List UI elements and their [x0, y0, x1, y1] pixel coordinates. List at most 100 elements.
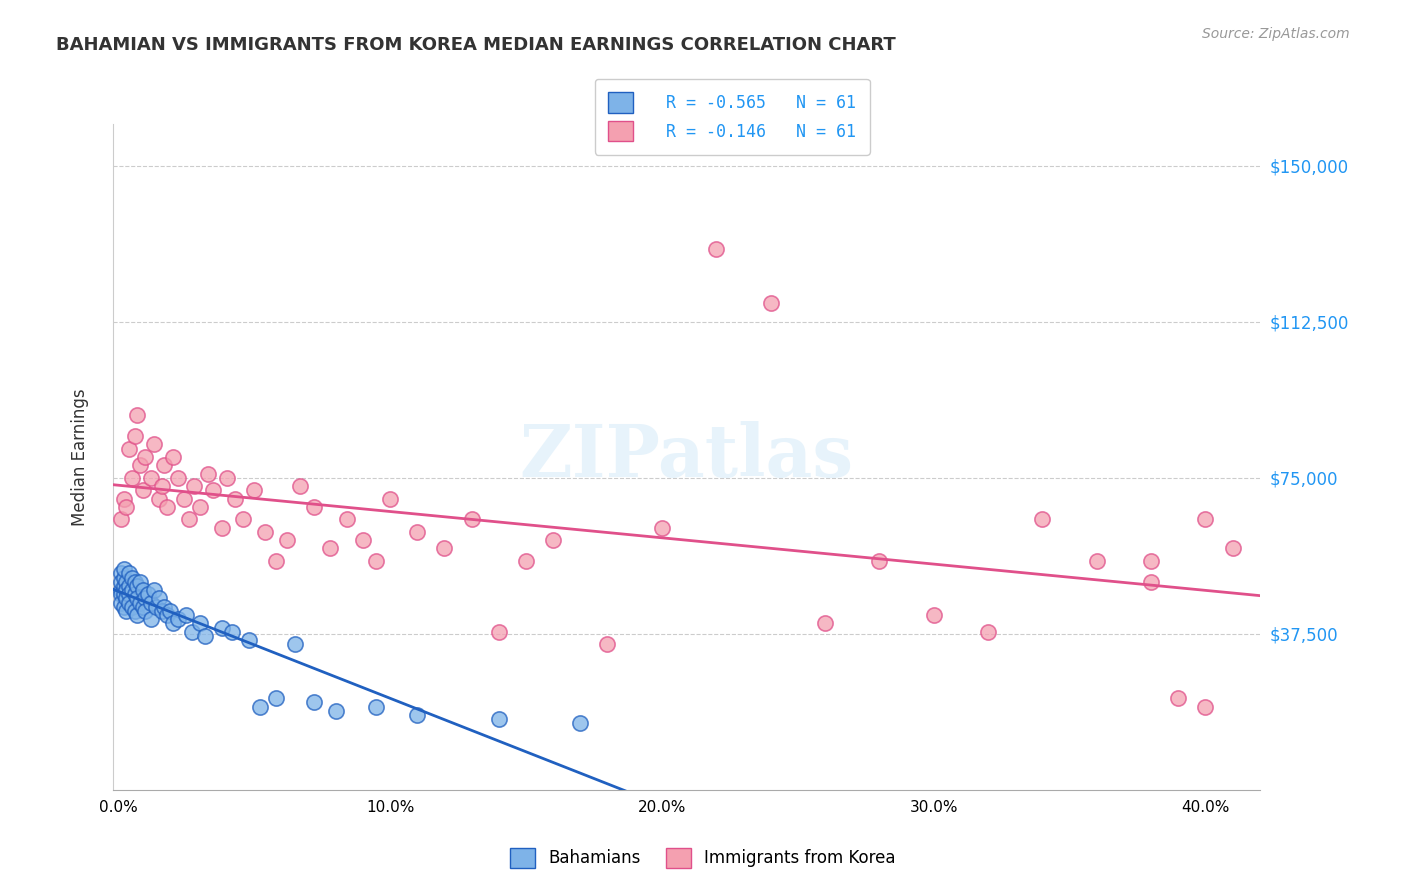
Point	[1222, 541, 1244, 556]
Point	[156, 500, 179, 514]
Point	[139, 612, 162, 626]
Point	[194, 629, 217, 643]
Point	[124, 574, 146, 589]
Point	[302, 500, 325, 514]
Point	[177, 512, 200, 526]
Point	[197, 467, 219, 481]
Point	[406, 524, 429, 539]
Point	[188, 616, 211, 631]
Point	[264, 554, 287, 568]
Point	[110, 566, 132, 581]
Point	[211, 621, 233, 635]
Point	[335, 512, 357, 526]
Point	[121, 599, 143, 614]
Point	[110, 512, 132, 526]
Point	[162, 616, 184, 631]
Point	[124, 587, 146, 601]
Point	[249, 699, 271, 714]
Point	[167, 612, 190, 626]
Point	[112, 599, 135, 614]
Point	[134, 604, 156, 618]
Y-axis label: Median Earnings: Median Earnings	[72, 388, 89, 525]
Point	[977, 624, 1000, 639]
Point	[1167, 691, 1189, 706]
Point	[127, 608, 149, 623]
Point	[224, 491, 246, 506]
Point	[118, 587, 141, 601]
Point	[112, 571, 135, 585]
Point	[180, 624, 202, 639]
Point	[366, 554, 388, 568]
Point	[215, 471, 238, 485]
Point	[127, 409, 149, 423]
Point	[145, 599, 167, 614]
Point	[153, 458, 176, 473]
Text: ZIPatlas: ZIPatlas	[519, 421, 853, 492]
Point	[150, 479, 173, 493]
Point	[110, 587, 132, 601]
Point	[264, 691, 287, 706]
Point	[139, 596, 162, 610]
Point	[121, 583, 143, 598]
Point	[290, 479, 312, 493]
Point	[110, 596, 132, 610]
Point	[148, 591, 170, 606]
Point	[202, 483, 225, 498]
Point	[150, 604, 173, 618]
Point	[488, 712, 510, 726]
Point	[118, 442, 141, 456]
Point	[174, 608, 197, 623]
Point	[868, 554, 890, 568]
Point	[134, 450, 156, 464]
Point	[110, 583, 132, 598]
Legend:   R = -0.565   N = 61,   R = -0.146   N = 61: R = -0.565 N = 61, R = -0.146 N = 61	[595, 79, 870, 155]
Point	[112, 491, 135, 506]
Point	[132, 583, 155, 598]
Point	[118, 596, 141, 610]
Point	[1194, 512, 1216, 526]
Point	[129, 596, 152, 610]
Point	[115, 583, 138, 598]
Point	[254, 524, 277, 539]
Point	[127, 579, 149, 593]
Point	[162, 450, 184, 464]
Point	[460, 512, 482, 526]
Point	[325, 704, 347, 718]
Point	[352, 533, 374, 548]
Point	[121, 571, 143, 585]
Point	[115, 604, 138, 618]
Point	[124, 604, 146, 618]
Point	[139, 471, 162, 485]
Point	[488, 624, 510, 639]
Point	[1140, 574, 1163, 589]
Point	[132, 483, 155, 498]
Point	[110, 574, 132, 589]
Point	[814, 616, 837, 631]
Point	[284, 637, 307, 651]
Point	[1140, 554, 1163, 568]
Point	[148, 491, 170, 506]
Point	[115, 574, 138, 589]
Point	[115, 591, 138, 606]
Point	[406, 707, 429, 722]
Point	[366, 699, 388, 714]
Text: Source: ZipAtlas.com: Source: ZipAtlas.com	[1202, 27, 1350, 41]
Point	[127, 591, 149, 606]
Point	[118, 566, 141, 581]
Point	[569, 716, 592, 731]
Point	[183, 479, 205, 493]
Point	[1194, 699, 1216, 714]
Point	[112, 587, 135, 601]
Point	[302, 696, 325, 710]
Point	[1085, 554, 1108, 568]
Point	[159, 604, 181, 618]
Point	[142, 583, 165, 598]
Text: BAHAMIAN VS IMMIGRANTS FROM KOREA MEDIAN EARNINGS CORRELATION CHART: BAHAMIAN VS IMMIGRANTS FROM KOREA MEDIAN…	[56, 36, 896, 54]
Point	[651, 521, 673, 535]
Point	[238, 633, 260, 648]
Point	[596, 637, 619, 651]
Point	[433, 541, 456, 556]
Point	[378, 491, 401, 506]
Point	[153, 599, 176, 614]
Point	[136, 587, 159, 601]
